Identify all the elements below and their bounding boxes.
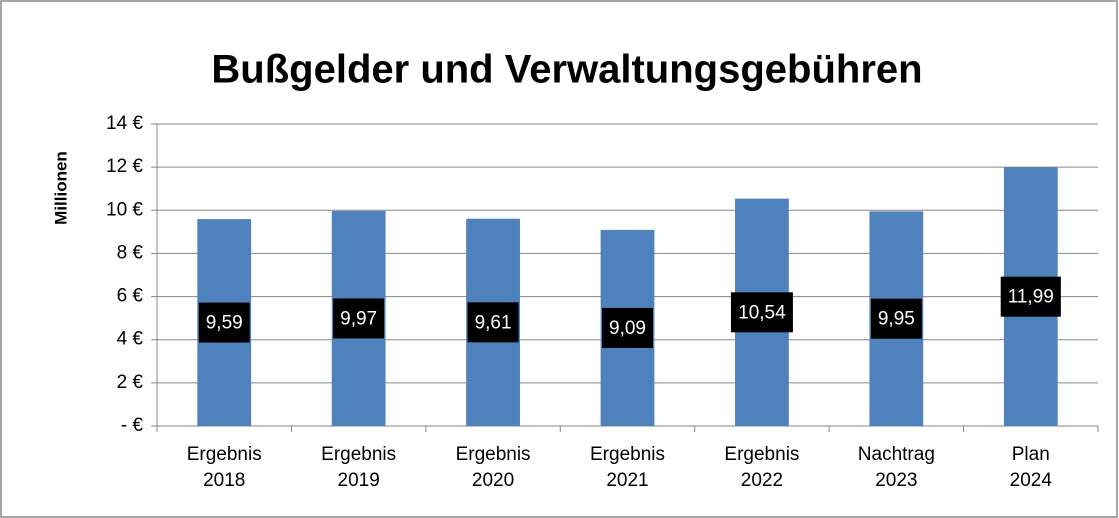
y-axis-label: Millionen [51,151,70,225]
data-label: 9,59 [206,313,243,334]
y-tick-label: 8 € [117,242,144,263]
y-tick-label: - € [121,415,144,436]
data-label: 9,97 [340,308,377,329]
x-tick-label: Ergebnis 2021 [590,444,665,491]
y-tick-label: 14 € [106,113,143,134]
y-tick-label: 6 € [117,286,144,307]
data-label-box [602,307,653,348]
chart-title: Bußgelder und Verwaltungsgebühren [211,48,922,92]
data-label-box [467,302,519,343]
x-tick-label: Ergebnis 2022 [724,444,800,491]
data-label-box [198,302,250,343]
x-tick-label: Ergebnis 2018 [186,444,262,491]
data-label-box [870,298,922,339]
data-label: 9,09 [609,318,646,339]
y-tick-label: 4 € [117,329,144,350]
data-label: 9,95 [878,309,915,330]
y-tick-label: 10 € [106,199,143,220]
data-label: 9,61 [475,312,512,333]
data-label: 10,54 [738,302,786,323]
x-tick-label: Ergebnis 2020 [455,444,531,491]
x-tick-label: Nachtrag 2023 [857,444,935,491]
y-tick-label: 12 € [106,156,143,177]
x-tick-label: Plan 2024 [1009,444,1052,491]
x-tick-label: Ergebnis 2019 [321,444,397,491]
data-label-box [730,292,793,333]
y-tick-label: 2 € [117,372,144,393]
data-label-box [333,298,385,339]
data-label-box [1000,276,1061,317]
data-label: 11,99 [1008,287,1054,308]
